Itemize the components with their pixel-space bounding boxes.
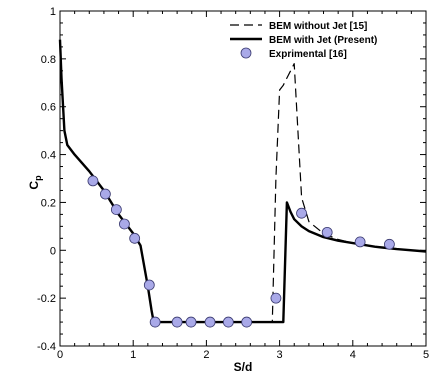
x-tick-label: 1 bbox=[130, 349, 136, 361]
experimental-data-point bbox=[119, 218, 130, 230]
x-tick-label: 2 bbox=[203, 349, 209, 361]
experimental-data-point bbox=[110, 204, 122, 216]
experimental-data-point bbox=[321, 226, 333, 238]
y-axis-title-main: C bbox=[27, 181, 41, 190]
y-tick-label: 0.4 bbox=[41, 150, 56, 162]
legend-label-bem-with-jet: BEM with Jet (Present) bbox=[269, 35, 377, 46]
experimental-data-point bbox=[383, 238, 395, 250]
tick-label-layer: 0 1 2 3 4 5 -0.4 -0.2 0 0.2 0.4 0.6 0.8 1 bbox=[37, 6, 429, 361]
experimental-data-point bbox=[296, 207, 307, 219]
y-tick-label: -0.4 bbox=[37, 341, 56, 353]
experimental-data-point bbox=[99, 188, 111, 200]
series-layer bbox=[58, 39, 427, 324]
experimental-data-point bbox=[354, 236, 366, 248]
plot-frame bbox=[59, 10, 427, 347]
x-axis-title: S/d bbox=[234, 360, 253, 374]
series-line-bem-with-jet bbox=[58, 39, 427, 324]
x-tick-label: 5 bbox=[423, 349, 429, 361]
experimental-data-point bbox=[129, 232, 141, 244]
experimental-data-point bbox=[143, 279, 155, 291]
experimental-data-point bbox=[171, 316, 183, 328]
legend-label-experimental: Exprimental [16] bbox=[269, 49, 347, 60]
x-tick-label: 3 bbox=[277, 349, 283, 361]
experimental-data-point bbox=[241, 316, 253, 328]
y-tick-label: 1 bbox=[50, 6, 56, 18]
x-tick-label: 4 bbox=[350, 349, 356, 361]
y-tick-label: -0.2 bbox=[37, 293, 56, 305]
series-line-bem-without-jet bbox=[59, 39, 427, 323]
y-tick-label: 0 bbox=[50, 245, 56, 257]
y-axis-title-subscript: p bbox=[33, 175, 43, 181]
experimental-data-point bbox=[204, 316, 216, 328]
x-tick-label: 0 bbox=[57, 349, 63, 361]
y-tick-label: 0.8 bbox=[41, 54, 56, 66]
experimental-data-point bbox=[185, 316, 197, 328]
y-tick-label: 0.2 bbox=[41, 197, 56, 209]
legend: BEM without Jet [15] BEM with Jet (Prese… bbox=[230, 21, 377, 60]
marker-layer bbox=[87, 175, 395, 328]
tick-layer bbox=[59, 10, 427, 347]
legend-swatch-marker bbox=[240, 47, 252, 59]
experimental-data-point bbox=[270, 292, 282, 304]
y-axis-title: Cp bbox=[27, 175, 43, 190]
experimental-data-point bbox=[149, 316, 161, 328]
y-tick-label: 0.6 bbox=[41, 102, 56, 114]
legend-label-bem-without-jet: BEM without Jet [15] bbox=[269, 21, 367, 32]
experimental-data-point bbox=[87, 175, 99, 187]
experimental-data-point bbox=[222, 316, 234, 328]
